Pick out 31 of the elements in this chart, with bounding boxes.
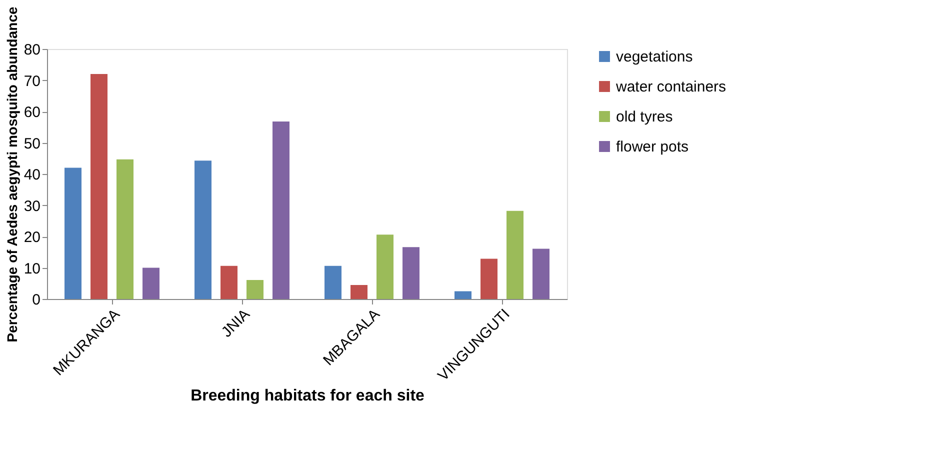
bar <box>402 247 420 299</box>
bar <box>246 280 264 299</box>
bar <box>480 258 498 299</box>
legend-label: vegetations <box>616 48 693 66</box>
bar <box>194 160 212 299</box>
y-tick-label: 50 <box>24 135 40 152</box>
bar <box>324 266 342 299</box>
bar <box>454 291 472 299</box>
y-tick-label: 60 <box>24 104 40 121</box>
bar <box>142 268 160 299</box>
bar <box>272 122 290 299</box>
bar <box>506 210 524 299</box>
x-axis-title: Breeding habitats for each site <box>190 388 425 405</box>
y-tick-label: 70 <box>24 72 40 90</box>
bar <box>350 284 368 299</box>
y-tick-label: 20 <box>24 229 40 246</box>
y-tick-label: 10 <box>24 260 40 278</box>
bar <box>64 168 82 299</box>
bar <box>220 266 238 299</box>
legend-label: water containers <box>615 78 726 96</box>
y-tick-label: 30 <box>24 198 40 215</box>
y-tick-label: 40 <box>24 166 40 184</box>
bar <box>116 159 134 299</box>
bar <box>90 74 108 299</box>
legend-label: old tyres <box>616 108 673 126</box>
y-axis-title: Percentage of Aedes aegypti mosquito abundance <box>4 6 20 342</box>
y-tick-label: 80 <box>24 42 40 58</box>
legend-label: flower pots <box>616 138 689 156</box>
y-tick-label: 0 <box>32 292 40 308</box>
bar <box>532 248 550 299</box>
bar <box>376 234 394 299</box>
